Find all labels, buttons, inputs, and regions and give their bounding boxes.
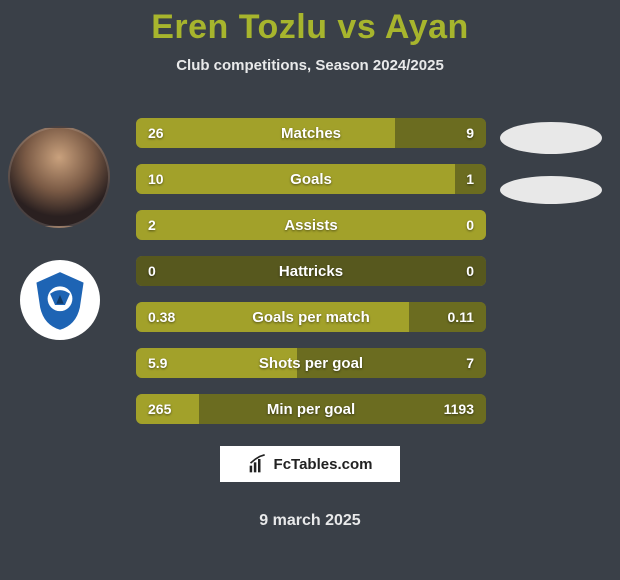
player2-avatar-placeholder	[500, 122, 602, 154]
player1-club-badge	[20, 260, 100, 340]
stat-label: Hattricks	[136, 256, 486, 286]
stat-label: Shots per goal	[136, 348, 486, 378]
infographic-root: Eren Tozlu vs Ayan Club competitions, Se…	[0, 0, 620, 580]
stat-row: 20Assists	[136, 210, 486, 240]
player1-avatar	[8, 126, 110, 228]
chart-icon	[248, 454, 268, 474]
stats-table: 269Matches 101Goals 20Assists 00Hattricks 0.…	[136, 118, 486, 440]
stat-row: 5.97Shots per goal	[136, 348, 486, 378]
stat-label: Assists	[136, 210, 486, 240]
stat-row: 101Goals	[136, 164, 486, 194]
stat-row: 00Hattricks	[136, 256, 486, 286]
date-label: 9 march 2025	[0, 512, 620, 530]
player2-club-placeholder	[500, 176, 602, 204]
logo-text: FcTables.com	[274, 456, 373, 473]
fctables-logo[interactable]: FcTables.com	[220, 446, 400, 482]
stat-row: 2651193Min per goal	[136, 394, 486, 424]
page-title: Eren Tozlu vs Ayan	[0, 0, 620, 47]
stat-label: Goals per match	[136, 302, 486, 332]
stat-row: 0.380.11Goals per match	[136, 302, 486, 332]
club-badge-icon	[29, 269, 91, 331]
stat-row: 269Matches	[136, 118, 486, 148]
stat-label: Matches	[136, 118, 486, 148]
stat-label: Min per goal	[136, 394, 486, 424]
stat-label: Goals	[136, 164, 486, 194]
page-subtitle: Club competitions, Season 2024/2025	[0, 57, 620, 74]
